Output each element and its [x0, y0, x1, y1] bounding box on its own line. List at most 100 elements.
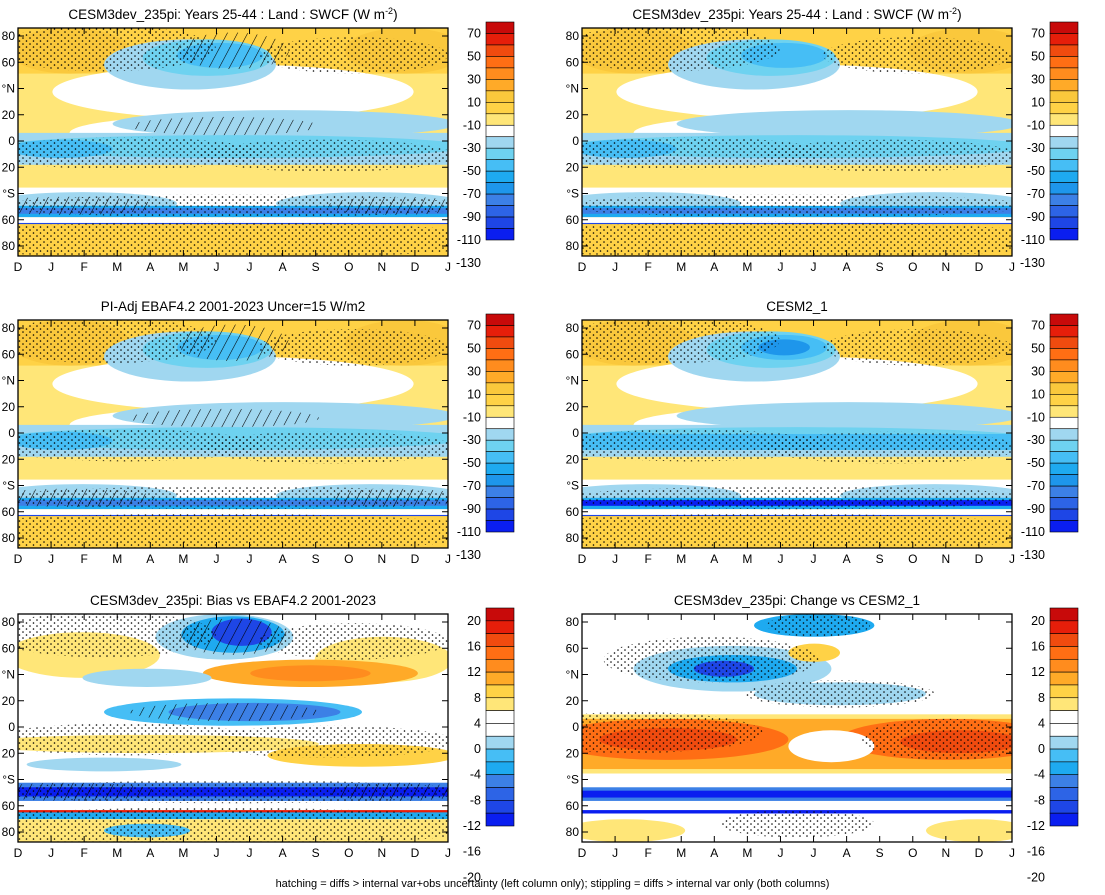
panel-3-xlabel-4: A — [146, 552, 154, 566]
panel-3-colorbar-label-2: 30 — [467, 364, 481, 378]
panel-5-xlabel-11: N — [378, 846, 387, 860]
panel-1-area-13 — [129, 171, 268, 190]
panel-2-xlabel-10: O — [908, 260, 917, 274]
panel-5-stipple-4 — [18, 807, 448, 842]
panel-6: D J F M A M J J A S O N D J8060°N20020°S6080CESM3dev_… — [566, 593, 1079, 884]
panel-4-stipple-4 — [582, 513, 1012, 548]
panel-5-colorbar-level-9 — [485, 723, 515, 737]
panel-6-area-17 — [582, 800, 1012, 811]
panel-2-title: CESM3dev_235pi: Years 25-44 : Land : SWC… — [632, 6, 961, 22]
panel-5-xlabel-6: J — [213, 846, 219, 860]
panel-2-stipple-3 — [762, 139, 1012, 172]
panel-6-colorbar-level-15 — [1049, 800, 1079, 814]
panel-1-xlabel-9: S — [312, 260, 320, 274]
panel-1-colorbar-level-17 — [485, 216, 515, 229]
panel-1-colorbar-label-2: 30 — [467, 72, 481, 86]
panel-6-ylabel-8: 80 — [566, 825, 580, 839]
panel-2-frame — [581, 27, 1013, 257]
panel-2-ylabel-2: °N — [566, 82, 579, 96]
panel-5-xlabel-12: D — [411, 846, 420, 860]
panel-4-colorbar-label-4: -10 — [1027, 410, 1045, 424]
panel-6-colorbar-label-6: -4 — [1034, 768, 1045, 782]
panel-6-xlabel-2: F — [644, 846, 651, 860]
panel-3-stipple-1 — [258, 329, 448, 366]
panel-4-frame — [581, 319, 1013, 549]
panel-1-frame — [17, 27, 449, 257]
panel-5-xlabel-1: J — [48, 846, 54, 860]
panel-6-colorbar-level-16 — [1049, 812, 1079, 827]
panel-4-colorbar-level-14 — [1049, 474, 1079, 487]
panel-6-colorbar-label-10: -20 — [1027, 870, 1045, 884]
panel-6-field — [582, 614, 1012, 842]
panel-3-xlabel-11: N — [378, 552, 387, 566]
panel-4-colorbar-level-4 — [1049, 359, 1079, 372]
panel-5-colorbar-label-10: -20 — [463, 870, 481, 884]
panel-5-ylabel-1: 60 — [2, 641, 16, 655]
footer-note: hatching = diffs > internal var+obs unce… — [275, 878, 830, 890]
panel-5-colorbar-level-8 — [485, 710, 515, 724]
panel-1-stipple-4 — [18, 221, 448, 256]
panel-4-colorbar-level-1 — [1049, 325, 1079, 338]
panel-3-xlabel-2: F — [80, 552, 87, 566]
panel-4-ylabel-5: 20 — [566, 452, 580, 466]
panel-5-colorbar-level-6 — [485, 684, 515, 699]
panel-1-xlabel-7: J — [247, 260, 253, 274]
panel-3-xlabel-6: J — [213, 552, 219, 566]
panel-3-colorbar-level-15 — [485, 485, 515, 498]
panel-5-hatch-1 — [129, 702, 319, 722]
panel-5-xlabel-13: J — [445, 846, 451, 860]
panel-3-hatch-3 — [327, 488, 448, 507]
panel-3-colorbar-level-11 — [485, 439, 515, 452]
panel-2-xlabel-1: J — [612, 260, 618, 274]
panel-5-area-13 — [26, 757, 182, 772]
panel-5-colorbar-level-11 — [485, 748, 515, 763]
panel-1-colorbar-label-8: -90 — [463, 210, 481, 224]
panel-3-hatch-0 — [177, 324, 289, 362]
panel-3-colorbar-label-4: -10 — [463, 410, 481, 424]
panel-6-colorbar-level-11 — [1049, 748, 1079, 763]
panel-6-colorbar-label-7: -8 — [1034, 793, 1045, 807]
panel-5-colorbar-level-1 — [485, 620, 515, 634]
panel-2-colorbar-label-1: 50 — [1031, 49, 1045, 63]
panel-5-xlabel-2: F — [80, 846, 87, 860]
panel-5-colorbar-label-7: -8 — [470, 793, 481, 807]
panel-3-colorbar-level-17 — [485, 508, 515, 521]
panel-6-area-16 — [582, 790, 1012, 798]
panel-5-colorbar-label-8: -12 — [463, 819, 481, 833]
panel-2-xlabel-11: N — [942, 260, 951, 274]
panel-2-colorbar-level-11 — [1049, 147, 1079, 160]
panel-4-ylabel-8: 80 — [566, 531, 580, 545]
panel-6-area-13 — [788, 730, 875, 763]
panel-2-colorbar-level-0 — [1049, 21, 1079, 34]
panel-6-colorbar-label-9: -16 — [1027, 845, 1045, 859]
panel-1-xlabel-3: M — [112, 260, 122, 274]
panel-2-colorbar-label-5: -30 — [1027, 141, 1045, 155]
panel-5-colorbar-level-15 — [485, 800, 515, 814]
panel-6-area-20 — [582, 819, 686, 842]
panel-4-colorbar-label-9: -110 — [1021, 525, 1045, 539]
panel-5-ylabel-8: 80 — [2, 825, 16, 839]
panel-4-colorbar-label-1: 50 — [1031, 341, 1045, 355]
panel-4-xlabel-5: M — [742, 552, 752, 566]
panel-4-colorbar-level-5 — [1049, 371, 1079, 384]
panel-6-xlabel-11: N — [942, 846, 951, 860]
panel-1-colorbar-label-10: -130 — [456, 256, 481, 270]
panel-4-xlabel-2: F — [644, 552, 651, 566]
panel-3-xlabel-7: J — [247, 552, 253, 566]
panel-6-colorbar-level-9 — [1049, 723, 1079, 737]
panel-6-colorbar-label-4: 4 — [1038, 716, 1045, 730]
panel-5-colorbar-label-2: 12 — [467, 665, 481, 679]
panel-3-area-13 — [129, 463, 268, 482]
panel-1-colorbar-label-7: -70 — [463, 187, 481, 201]
panel-3-ylabel-0: 80 — [2, 321, 16, 335]
panel-5-ylabel-0: 80 — [2, 615, 16, 629]
panel-5-hatch-3 — [327, 782, 448, 801]
panel-6-colorbar-level-0 — [1049, 607, 1079, 622]
panel-3-stipple-3 — [198, 431, 448, 464]
panel-1-colorbar-level-14 — [485, 182, 515, 195]
panel-6-stipple-3 — [582, 712, 763, 754]
panel-1-colorbar-level-5 — [485, 79, 515, 92]
panel-6-area-14 — [582, 773, 1012, 788]
panel-2-stipple-0 — [582, 28, 780, 72]
panel-2-colorbar-label-0: 70 — [1031, 26, 1045, 40]
